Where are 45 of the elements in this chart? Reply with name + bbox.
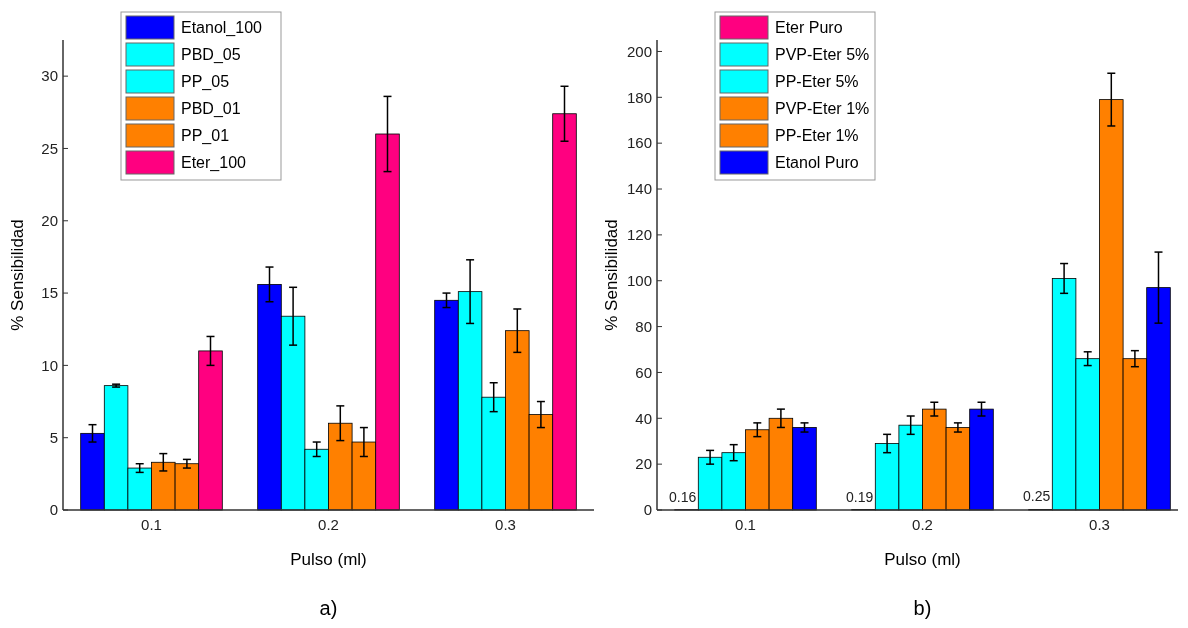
- y-tick-label: 180: [626, 88, 652, 106]
- y-tick-label: 100: [626, 271, 652, 289]
- y-tick-label: 15: [41, 284, 58, 302]
- data-label: 0.19: [846, 488, 874, 505]
- y-axis-title: % Sensibilidad: [8, 219, 27, 331]
- x-tick-label: 0.3: [1089, 516, 1110, 533]
- legend-label: Eter_100: [181, 154, 247, 173]
- x-tick-label: 0.2: [912, 516, 933, 533]
- legend-label: PP_01: [181, 127, 230, 146]
- x-tick-label: 0.2: [318, 516, 339, 533]
- y-tick-label: 0: [643, 501, 652, 519]
- legend-label: PP_05: [181, 73, 230, 92]
- x-tick-label: 0.1: [141, 516, 162, 533]
- data-label: 0.16: [669, 488, 697, 505]
- y-tick-label: 5: [49, 428, 58, 446]
- x-tick-label: 0.3: [495, 516, 516, 533]
- y-tick-label: 40: [635, 409, 652, 427]
- y-tick-label: 80: [635, 317, 652, 335]
- y-axis-title: % Sensibilidad: [602, 219, 621, 331]
- legend-label: PBD_05: [181, 46, 241, 65]
- text: b): [913, 597, 932, 619]
- data-label: 0.25: [1023, 488, 1051, 505]
- legend-label: PVP-Eter 5%: [775, 46, 870, 64]
- legend-label: Eter Puro: [775, 19, 843, 37]
- y-tick-label: 60: [635, 363, 652, 381]
- y-tick-label: 10: [41, 356, 58, 374]
- legend-label: PVP-Eter 1%: [775, 100, 870, 118]
- legend-label: PP-Eter 5%: [775, 73, 859, 91]
- y-tick-label: 0: [49, 501, 58, 519]
- legend-label: PP-Eter 1%: [775, 127, 859, 145]
- x-tick-label: 0.1: [735, 516, 756, 533]
- x-axis-title: Pulso (ml): [884, 550, 961, 569]
- y-tick-label: 160: [626, 134, 652, 152]
- y-tick-label: 200: [626, 42, 652, 60]
- y-tick-label: 20: [41, 212, 58, 230]
- y-tick-label: 30: [41, 67, 58, 85]
- legend-label: Etanol Puro: [775, 154, 859, 172]
- x-axis-title: Pulso (ml): [290, 550, 367, 569]
- y-tick-label: 140: [626, 180, 652, 198]
- y-tick-label: 25: [41, 139, 58, 157]
- text: a): [319, 597, 338, 619]
- legend-label: Etanol_100: [181, 19, 263, 38]
- legend-label: PBD_01: [181, 100, 241, 119]
- y-tick-label: 20: [635, 455, 652, 473]
- y-tick-label: 120: [626, 226, 652, 244]
